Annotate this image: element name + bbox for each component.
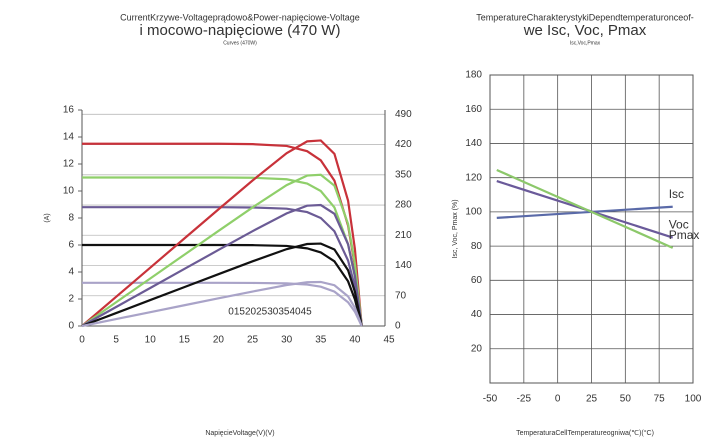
chart-title: CurrentKrzywe-Voltageprądowo&Power-napię… <box>120 12 360 22</box>
x-tick-label: 25 <box>586 394 598 405</box>
plot-frame <box>489 74 694 384</box>
y-tick-label: 4 <box>68 267 74 278</box>
y-tick-label: 8 <box>68 213 74 224</box>
series-label: Isc <box>669 187 684 201</box>
x-tick-label: 30 <box>281 335 293 346</box>
y-axis-label: (A) <box>44 213 51 222</box>
y2-tick-label: 350 <box>395 169 412 180</box>
x-tick-label: 0 <box>79 335 85 346</box>
y-tick-label: 12 <box>63 159 75 170</box>
y-tick-label: 60 <box>471 275 483 286</box>
y-axis-label: Isc, Voc, Pmax (%) <box>452 199 459 258</box>
y2-tick-label: 280 <box>395 200 412 211</box>
series-line <box>81 242 363 328</box>
x-tick-label: 35 <box>315 335 327 346</box>
y-tick-label: 16 <box>63 105 75 116</box>
chart-subtitle: Isc,Voc,Pmax <box>570 40 601 46</box>
x-tick-label: 45 <box>383 335 395 346</box>
y-tick-label: 180 <box>465 70 482 81</box>
y2-tick-label: 0 <box>395 321 401 332</box>
x-axis-label: TemperaturaCellTemperatureogniwa(℃)(°C) <box>516 429 654 437</box>
x-tick-label: 10 <box>145 335 157 346</box>
x-axis-label: NapięcieVoltage(V)(V) <box>205 430 274 437</box>
y-tick-label: 20 <box>471 343 483 354</box>
x-tick-label: 0 <box>555 394 561 405</box>
y2-tick-label: 420 <box>395 139 412 150</box>
series-line <box>81 139 363 327</box>
series-line <box>81 203 363 327</box>
series-line <box>81 173 363 327</box>
series-line <box>496 168 674 249</box>
y-tick-label: 6 <box>68 240 74 251</box>
y-tick-label: 160 <box>465 104 482 115</box>
chart-subtitle: we Isc, Voc, Pmax <box>523 22 647 39</box>
y2-tick-label: 140 <box>395 260 412 271</box>
y-tick-label: 0 <box>68 321 74 332</box>
y-tick-label: 14 <box>63 132 75 143</box>
x-tick-label: 40 <box>349 335 361 346</box>
series-label: Pmax <box>669 228 700 242</box>
annotation: 015202530354045 <box>228 307 312 318</box>
y-tick-label: 80 <box>471 241 483 252</box>
x-tick-label: 100 <box>685 394 702 405</box>
chart-subtitle: i mocowo-napięciowe (470 W) <box>140 22 341 39</box>
chart-title: TemperatureCharakterystykiDependtemperat… <box>476 12 694 22</box>
chart-subtitle: Curves (470W) <box>223 40 257 46</box>
y-tick-label: 140 <box>465 138 482 149</box>
x-tick-label: 75 <box>654 394 666 405</box>
series-line <box>82 206 363 327</box>
x-tick-label: 50 <box>620 394 632 405</box>
series-line <box>82 243 363 327</box>
y2-tick-label: 490 <box>395 109 412 120</box>
series-label: Voc <box>669 218 689 232</box>
y-tick-label: 100 <box>465 207 482 218</box>
series-line <box>81 280 363 328</box>
x-tick-label: 20 <box>213 335 225 346</box>
x-tick-label: -25 <box>517 394 532 405</box>
y-tick-label: 40 <box>471 309 483 320</box>
x-tick-label: 25 <box>247 335 259 346</box>
x-tick-label: -50 <box>483 394 498 405</box>
y-tick-label: 2 <box>68 294 74 305</box>
series-line <box>82 281 363 327</box>
y-tick-label: 10 <box>63 186 75 197</box>
x-tick-label: 5 <box>113 335 119 346</box>
y2-tick-label: 210 <box>395 230 412 241</box>
y-tick-label: 120 <box>465 172 482 183</box>
series-line <box>496 205 673 219</box>
y2-tick-label: 70 <box>395 290 407 301</box>
x-tick-label: 15 <box>179 335 191 346</box>
